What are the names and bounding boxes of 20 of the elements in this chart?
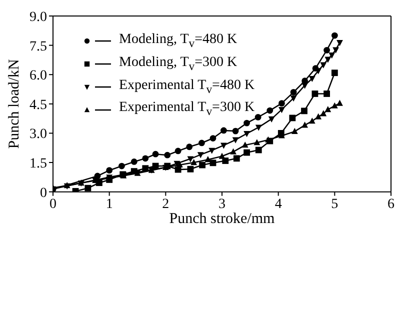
- x-tick-label: 5: [331, 196, 338, 212]
- x-tick-label: 2: [162, 196, 170, 212]
- x-tick-label: 3: [218, 196, 226, 212]
- y-tick-label: 1.5: [30, 156, 47, 172]
- y-tick-label: 3.0: [30, 127, 47, 142]
- legend-label: Modeling, T$_{v}$=300 K: [119, 54, 238, 75]
- legend-label: Experimental T$_{v}$=480 K: [119, 76, 255, 98]
- x-tick-label: 0: [50, 196, 56, 212]
- x-tick-label: 1: [106, 196, 113, 212]
- x-axis-title: Punch stroke/mm: [169, 210, 276, 227]
- x-tick-label: 6: [388, 196, 394, 212]
- legend-label: Modeling, T$_{v}$=480 K: [119, 31, 238, 52]
- x-tick-label: 4: [274, 196, 282, 212]
- y-tick-label: 0: [40, 186, 47, 201]
- legend-label: Experimental T$_{v}$=300 K: [119, 99, 255, 120]
- y-tick-label: 9.0: [30, 10, 47, 25]
- y-tick-label: 4.5: [30, 98, 47, 113]
- y-axis-title: Punch load/kN: [6, 58, 22, 149]
- y-tick-label: 6.0: [30, 68, 47, 84]
- y-tick-label: 7.5: [30, 39, 47, 54]
